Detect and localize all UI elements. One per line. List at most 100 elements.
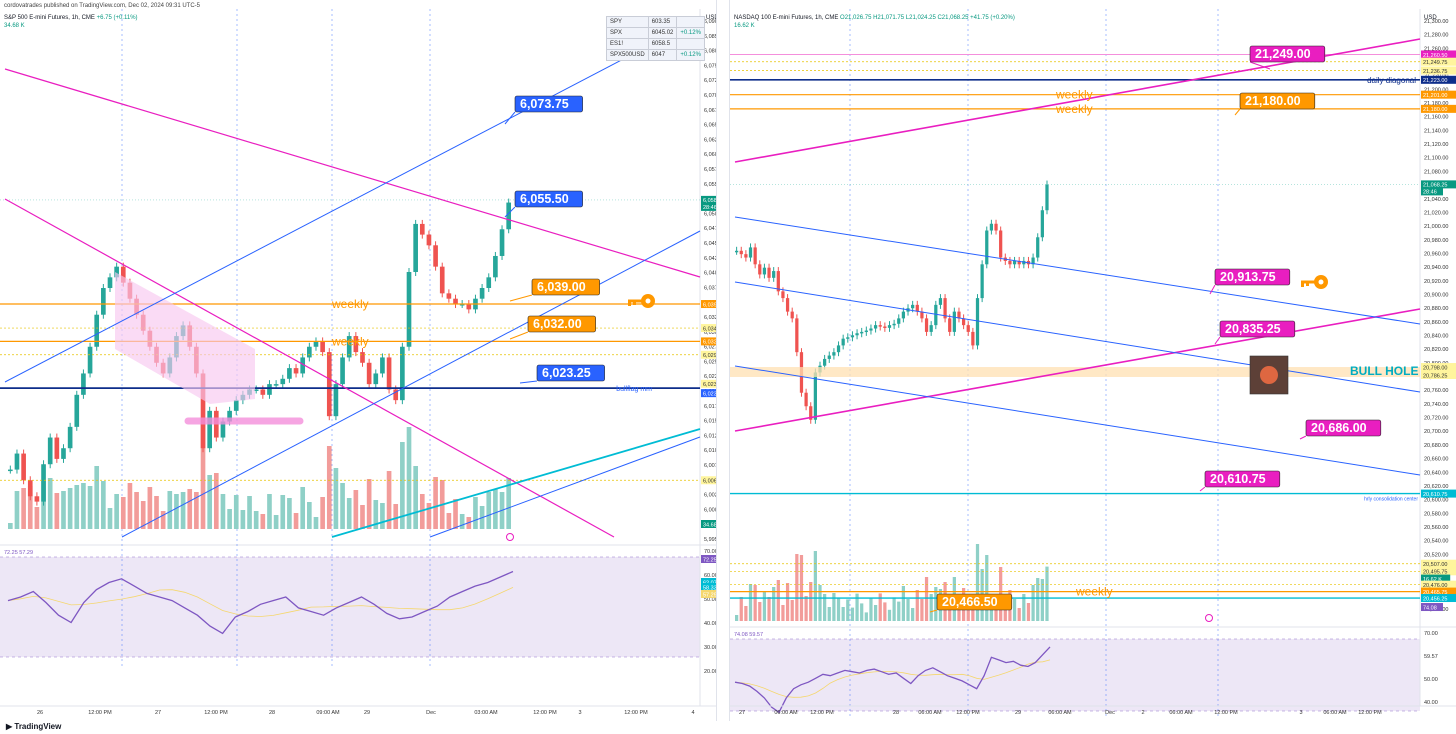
panel-divider[interactable] — [716, 0, 730, 734]
volume-bar — [187, 489, 193, 529]
rsi-axis-tick: 30.00 — [704, 645, 716, 651]
symbol-watch-table: SPY 603.35 SPX 6045.02 +0.12% ES1! 6058.5 SP… — [606, 16, 705, 61]
candle-body — [260, 389, 266, 395]
candle-body — [1017, 260, 1021, 265]
x-axis-tick: 06:00 AM — [1323, 710, 1347, 716]
rsi-tag-bg — [701, 583, 716, 591]
candle-body — [938, 298, 943, 305]
x-axis-tick: 09:00 AM — [316, 710, 340, 716]
price-axis-tick: 20,640.00 — [1424, 470, 1448, 476]
callout-6055-box — [514, 190, 583, 208]
candle-body — [892, 323, 896, 326]
candle-body — [293, 368, 299, 374]
volume-bar — [346, 498, 352, 529]
price-tag: 6,039.00 — [703, 302, 716, 308]
callout-20686: 20,686.00 — [1311, 421, 1367, 435]
price-axis-tick: 20,820.00 — [1424, 347, 1448, 353]
price-tag-bg — [1421, 580, 1456, 589]
price-tag-bg — [1421, 57, 1456, 66]
candle-body — [233, 400, 239, 411]
candle-body — [486, 277, 492, 289]
table-row: SPX 6045.02 +0.12% — [606, 27, 705, 39]
volume-bar — [836, 598, 841, 621]
volume-bar — [735, 615, 739, 621]
callout-6039: 6,039.00 — [537, 280, 586, 294]
price-axis-tick: 20,600.00 — [1424, 498, 1448, 504]
volume-bar — [140, 501, 146, 529]
price-axis-tick: 6,060.00 — [704, 152, 716, 158]
candle-body — [114, 266, 119, 278]
volume-bar — [762, 592, 767, 621]
x-axis-tick: 12:00 PM — [204, 710, 228, 716]
right-chart-svg[interactable]: 21,300.0021,280.0021,260.0021,240.0021,2… — [730, 9, 1456, 717]
candle-body — [758, 264, 762, 275]
volume-bar — [320, 497, 325, 529]
candle-body — [948, 318, 952, 332]
volume-bar — [957, 602, 961, 621]
candle-body — [1031, 257, 1035, 265]
price-axis-tick: 20,560.00 — [1424, 525, 1448, 531]
volume-bar — [873, 605, 878, 621]
candle-body — [353, 336, 359, 353]
callout-20835-box — [1219, 320, 1296, 338]
price-tag: 20,476.00 — [1423, 583, 1447, 589]
candle-body — [841, 338, 845, 346]
volume-bar — [240, 510, 246, 529]
volume-bar — [772, 587, 776, 621]
weekly-label-2: weekly — [331, 334, 369, 348]
x-axis-tick: 12:00 PM — [624, 710, 648, 716]
price-tag-bg — [1421, 574, 1451, 583]
callout-20466: 20,466.50 — [942, 595, 998, 609]
callout-6055-pointer — [504, 206, 516, 218]
x-axis-tick: 12:00 PM — [810, 710, 834, 716]
callout-20466-box — [936, 593, 1013, 611]
price-axis-tick: 20,580.00 — [1424, 511, 1448, 517]
volume-bar — [61, 491, 66, 529]
callout-20686-pointer — [1299, 435, 1307, 440]
weekly-label-3: weekly — [1075, 585, 1113, 599]
volume-bar — [67, 488, 73, 529]
price-tag-bg — [1421, 594, 1456, 603]
callout-20913: 20,913.75 — [1220, 270, 1276, 284]
volume-bar — [1031, 585, 1035, 621]
weekly-label-2: weekly — [1055, 102, 1093, 116]
volume-bar — [864, 612, 868, 621]
volume-bar — [892, 597, 896, 621]
callout-21180: 21,180.00 — [1245, 94, 1301, 108]
x-axis-tick: 27 — [155, 710, 161, 716]
price-axis-tick: 6,075.00 — [704, 63, 716, 69]
bull-flag-shaded — [115, 272, 255, 404]
left-chart-svg[interactable]: 6,090.00 6,085.00 6,080.00 6,075.00 6,072.50… — [0, 9, 716, 717]
price-tag: 21,068.25 — [1423, 183, 1447, 189]
x-axis-tick: 06:00 AM — [774, 710, 798, 716]
price-axis-tick: 6,050.00 — [704, 211, 716, 217]
candle-body — [943, 298, 947, 319]
volume-bar — [901, 586, 906, 621]
callout-20610: 20,610.75 — [1210, 472, 1266, 486]
callout-6023-pointer — [519, 380, 538, 384]
price-axis-tick: 20,520.00 — [1424, 552, 1448, 558]
footer-bar — [0, 721, 1456, 734]
volume-bar — [207, 475, 212, 529]
price-tag: 21,223.00 — [1423, 78, 1447, 84]
volume-bar — [94, 466, 100, 529]
rsi-line — [734, 646, 1051, 714]
left-chart-panel[interactable]: 6,090.00 6,085.00 6,080.00 6,075.00 6,072.50… — [0, 9, 719, 717]
price-tag-bg — [701, 324, 716, 333]
candle-body — [287, 368, 292, 379]
candle-body — [994, 223, 998, 231]
right-chart-panel[interactable]: 21,300.0021,280.0021,260.0021,240.0021,2… — [730, 9, 1456, 717]
callout-20835-pointer — [1214, 336, 1221, 345]
price-axis-tick: 6,040.00 — [704, 271, 716, 277]
teal-trendline — [331, 428, 701, 538]
bull-hole-zone — [730, 367, 1420, 377]
rsi-axis-tick: 40.00 — [704, 621, 716, 627]
price-axis-tick: 20,840.00 — [1424, 334, 1448, 340]
price-tag-bg — [701, 350, 716, 359]
price-tag: 21,236.75 — [1423, 69, 1447, 75]
x-axis-tick: 06:00 AM — [1169, 710, 1193, 716]
volume-bar — [878, 593, 882, 621]
price-tag-bg — [701, 520, 716, 528]
volume-bar — [81, 483, 86, 529]
price-tag-bg — [701, 195, 716, 204]
